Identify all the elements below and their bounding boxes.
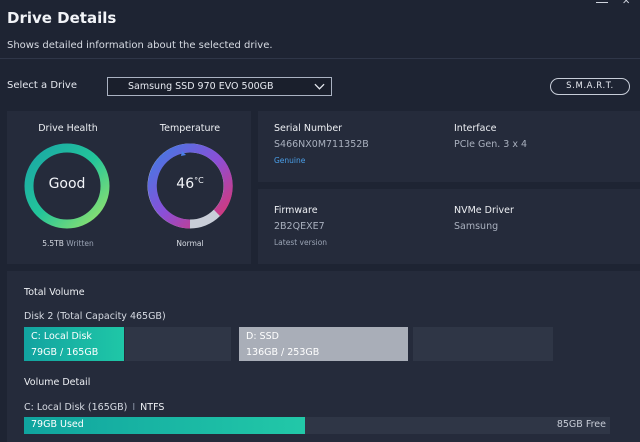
temperature-status: Normal <box>176 239 204 248</box>
drive-health-title: Drive Health <box>38 123 98 134</box>
drive-select-dropdown[interactable]: Samsung SSD 970 EVO 500GB <box>107 77 332 96</box>
partition-c-free-segment <box>125 327 231 361</box>
firmware-note: Latest version <box>274 238 328 247</box>
close-button[interactable]: ✕ <box>622 0 636 4</box>
page-subtitle: Shows detailed information about the sel… <box>7 40 273 51</box>
volume-used-label: 79GB Used <box>31 419 84 430</box>
serial-panel <box>258 111 640 182</box>
volume-usage-fill <box>24 417 305 434</box>
page-title: Drive Details <box>7 9 117 27</box>
volume-name: C: Local Disk (165GB) <box>24 402 128 413</box>
smart-button[interactable]: S.M.A.R.T. <box>550 78 630 95</box>
health-panel <box>7 111 251 264</box>
partition-d-segment[interactable]: D: SSD 136GB / 253GB <box>239 327 408 361</box>
drive-health-gauge <box>24 143 110 229</box>
filesystem-label: NTFS <box>140 402 165 413</box>
interface-label: Interface <box>454 123 497 134</box>
drive-written: 5.5TB Written <box>13 239 123 248</box>
partition-name: D: SSD <box>246 331 279 342</box>
firmware-panel <box>258 189 640 264</box>
partition-d-free-segment <box>413 327 553 361</box>
volume-separator: I <box>132 402 136 413</box>
temperature-value: 46 <box>176 176 195 192</box>
drive-written-value: 5.5TB <box>42 239 64 248</box>
volume-detail-label: C: Local Disk (165GB) I NTFS <box>24 402 164 413</box>
minimize-button[interactable] <box>596 0 608 3</box>
volume-detail-title: Volume Detail <box>24 377 91 388</box>
header-divider <box>0 58 640 59</box>
partition-usage: 136GB / 253GB <box>246 347 320 358</box>
genuine-badge: Genuine <box>274 156 306 165</box>
firmware-label: Firmware <box>274 205 318 216</box>
partition-name: C: Local Disk <box>31 331 92 342</box>
temperature-value-wrap: 46°C <box>146 176 234 192</box>
volume-usage-bar: 79GB Used 85GB Free <box>24 417 610 434</box>
temperature-gauge <box>147 143 233 229</box>
temperature-title: Temperature <box>159 123 221 134</box>
firmware-value: 2B2QEXE7 <box>274 221 325 232</box>
serial-number-value: S466NX0M711352B <box>274 139 369 150</box>
partition-c-segment[interactable]: C: Local Disk 79GB / 165GB <box>24 327 124 361</box>
drive-health-status: Good <box>48 176 86 192</box>
nvme-driver-label: NVMe Driver <box>454 205 514 216</box>
disk-label: Disk 2 (Total Capacity 465GB) <box>24 311 166 322</box>
chevron-down-icon <box>314 83 325 90</box>
drive-written-label: Written <box>66 239 94 248</box>
total-volume-title: Total Volume <box>24 287 85 298</box>
partition-usage: 79GB / 165GB <box>31 347 99 358</box>
temperature-unit: °C <box>194 176 204 185</box>
drive-select-label: Select a Drive <box>7 80 77 91</box>
volume-free-label: 85GB Free <box>556 419 606 430</box>
interface-value: PCIe Gen. 3 x 4 <box>454 139 528 150</box>
nvme-driver-value: Samsung <box>454 221 499 232</box>
drive-select-value: Samsung SSD 970 EVO 500GB <box>128 81 274 92</box>
serial-number-label: Serial Number <box>274 123 343 134</box>
temperature-marker-icon <box>181 151 186 156</box>
